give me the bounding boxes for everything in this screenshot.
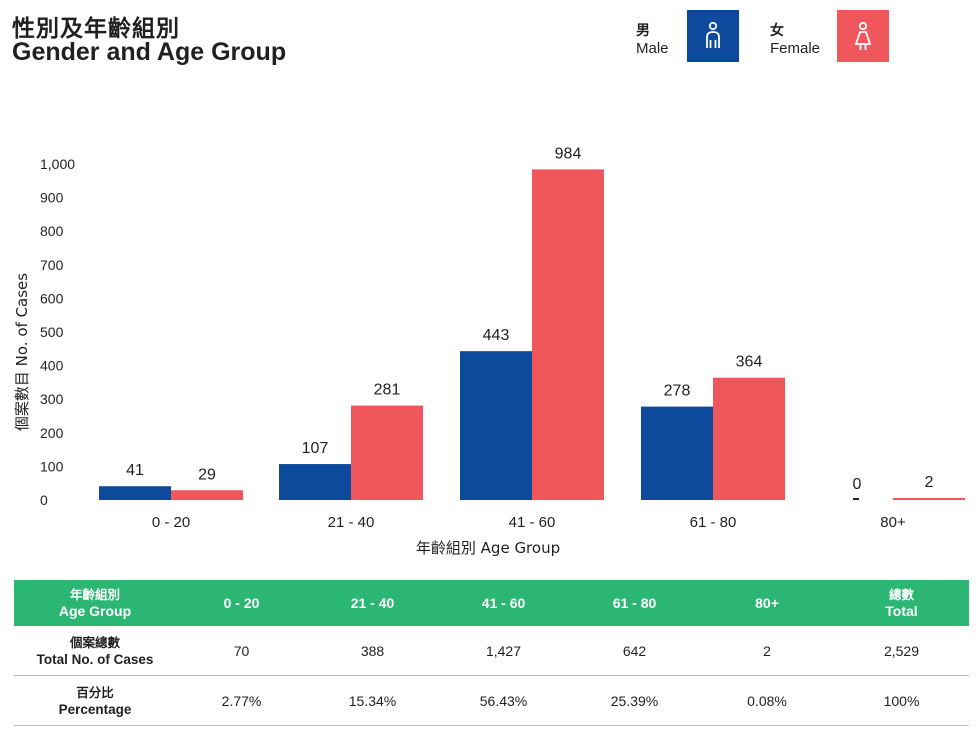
female-bar bbox=[351, 405, 423, 500]
y-tick-label: 300 bbox=[40, 391, 64, 407]
male-data-label: 0 bbox=[853, 476, 862, 493]
female-data-label: 29 bbox=[198, 466, 216, 483]
male-bar bbox=[279, 464, 351, 500]
table-header-age-group: 年齡組別 Age Group bbox=[58, 587, 132, 619]
chart-title-zh: 性別及年齡組別 bbox=[12, 16, 180, 42]
x-tick-label: 80+ bbox=[880, 514, 906, 531]
chart-title-en: Gender and Age Group bbox=[12, 38, 287, 66]
y-tick-label: 0 bbox=[40, 492, 48, 508]
table-cell: 388 bbox=[360, 642, 385, 659]
female-bar bbox=[893, 498, 965, 500]
table-cell: 2,529 bbox=[883, 642, 920, 659]
y-tick-label: 200 bbox=[40, 425, 64, 441]
female-data-label: 364 bbox=[736, 354, 763, 371]
y-tick-label: 1,000 bbox=[40, 156, 75, 172]
table-cell: 70 bbox=[233, 642, 250, 659]
bar-zero-marker bbox=[853, 498, 859, 500]
female-data-label: 2 bbox=[925, 474, 934, 491]
table-header-cell: 80+ bbox=[755, 594, 779, 611]
legend-female-en: Female bbox=[770, 40, 821, 57]
table-cell: 2.77% bbox=[221, 692, 262, 709]
table-cell: 2 bbox=[763, 642, 771, 659]
legend-male-label: 男 Male bbox=[636, 22, 669, 58]
male-data-label: 41 bbox=[126, 462, 144, 479]
table-header-cell: 21 - 40 bbox=[350, 594, 395, 611]
table-cell: 56.43% bbox=[479, 692, 528, 709]
table-cell: 642 bbox=[622, 642, 647, 659]
female-bar bbox=[713, 377, 785, 500]
table-row-total-cases: 個案總數 Total No. of Cases 70 388 1,427 642… bbox=[14, 626, 969, 676]
male-bar bbox=[641, 406, 713, 500]
table-header-cell: 0 - 20 bbox=[223, 594, 260, 611]
female-data-label: 984 bbox=[555, 145, 582, 162]
male-bar bbox=[99, 486, 171, 500]
female-data-label: 281 bbox=[374, 382, 401, 399]
y-tick-label: 500 bbox=[40, 324, 64, 340]
y-tick-label: 900 bbox=[40, 190, 64, 206]
table-row-label: 百分比 Percentage bbox=[58, 684, 132, 717]
male-data-label: 107 bbox=[302, 440, 329, 457]
female-person-icon bbox=[854, 21, 872, 50]
table-cell: 15.34% bbox=[348, 692, 397, 709]
table-row-percentage: 百分比 Percentage 2.77% 15.34% 56.43% 25.39… bbox=[14, 676, 969, 726]
table-row-label: 個案總數 Total No. of Cases bbox=[36, 634, 154, 667]
table-cell: 100% bbox=[883, 692, 920, 709]
y-tick-label: 700 bbox=[40, 257, 64, 273]
y-axis-label: 個案數目 No. of Cases bbox=[13, 273, 31, 431]
y-tick-label: 800 bbox=[40, 223, 64, 239]
bar-chart: 0 100 200 300 400 500 600 700 800 900 1,000 個案數目 No… bbox=[13, 145, 965, 557]
male-person-icon bbox=[706, 21, 720, 48]
female-bar bbox=[532, 169, 604, 500]
table-header-row: 年齡組別 Age Group 0 - 20 21 - 40 41 - 60 61… bbox=[14, 580, 969, 626]
female-bar bbox=[171, 490, 243, 500]
legend-female-label: 女 Female bbox=[770, 22, 820, 58]
legend-male-zh: 男 bbox=[636, 23, 650, 39]
male-data-label: 278 bbox=[664, 383, 691, 400]
x-tick-label: 41 - 60 bbox=[509, 514, 556, 531]
male-bar bbox=[460, 351, 532, 500]
legend-female-zh: 女 bbox=[770, 23, 784, 39]
table-cell: 25.39% bbox=[610, 692, 659, 709]
y-tick-label: 400 bbox=[40, 358, 64, 374]
x-tick-label: 61 - 80 bbox=[690, 514, 737, 531]
summary-table: 年齡組別 Age Group 0 - 20 21 - 40 41 - 60 61… bbox=[14, 580, 969, 726]
legend-male-swatch bbox=[687, 10, 739, 62]
legend-female-swatch bbox=[837, 10, 889, 62]
table-header-total: 總數 Total bbox=[885, 587, 918, 619]
male-data-label: 443 bbox=[483, 327, 510, 344]
table-header-cell: 41 - 60 bbox=[481, 594, 526, 611]
x-tick-label: 0 - 20 bbox=[152, 514, 190, 531]
x-tick-label: 21 - 40 bbox=[328, 514, 375, 531]
table-header-cell: 61 - 80 bbox=[612, 594, 657, 611]
x-axis-label: 年齡組別 Age Group bbox=[416, 539, 560, 557]
table-cell: 1,427 bbox=[485, 642, 522, 659]
y-tick-label: 600 bbox=[40, 290, 64, 306]
table-cell: 0.08% bbox=[747, 692, 787, 709]
legend-male-en: Male bbox=[636, 40, 669, 57]
y-tick-label: 100 bbox=[40, 458, 64, 474]
